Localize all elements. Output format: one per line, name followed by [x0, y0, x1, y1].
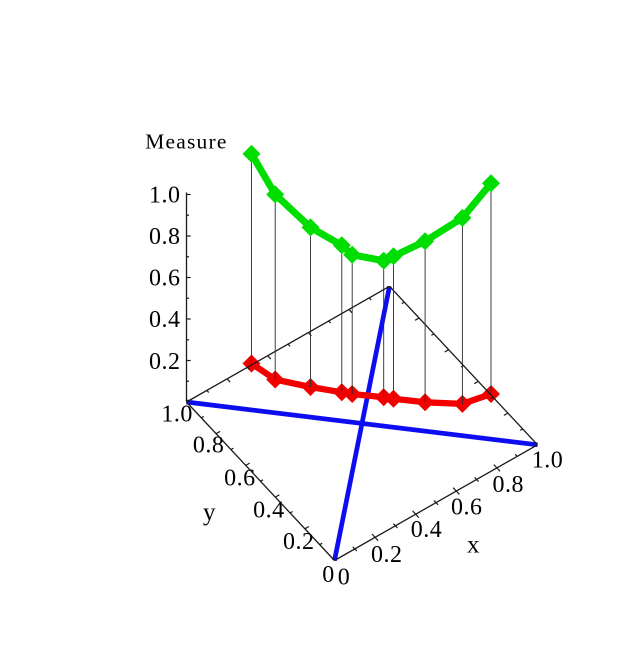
svg-text:0.4: 0.4 — [253, 498, 285, 524]
svg-text:0.8: 0.8 — [193, 432, 225, 458]
svg-text:y: y — [203, 499, 216, 526]
svg-text:Measure: Measure — [145, 130, 227, 154]
svg-text:0.8: 0.8 — [149, 224, 181, 250]
svg-text:1.0: 1.0 — [532, 447, 564, 473]
svg-text:0.4: 0.4 — [149, 307, 181, 333]
svg-text:1.0: 1.0 — [149, 182, 181, 208]
svg-text:0.4: 0.4 — [411, 517, 443, 543]
svg-text:0.8: 0.8 — [493, 472, 525, 498]
svg-text:0.2: 0.2 — [371, 542, 403, 568]
svg-text:x: x — [467, 532, 480, 559]
svg-text:0.6: 0.6 — [149, 266, 181, 292]
svg-text:0.2: 0.2 — [283, 529, 315, 555]
svg-text:0.6: 0.6 — [224, 465, 256, 491]
svg-text:0: 0 — [322, 562, 335, 588]
svg-text:1.0: 1.0 — [161, 401, 193, 427]
svg-text:0: 0 — [338, 565, 351, 591]
svg-text:0.2: 0.2 — [149, 349, 181, 375]
svg-text:0.6: 0.6 — [451, 495, 483, 521]
